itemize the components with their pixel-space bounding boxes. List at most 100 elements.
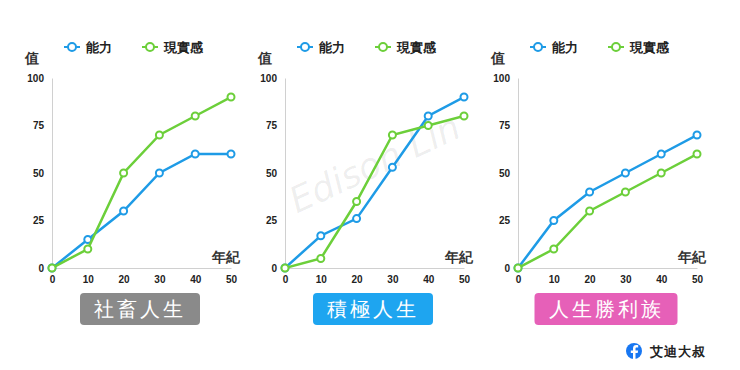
legend-label: 能力 bbox=[552, 40, 578, 55]
panel: 010203040500255075100值年紀能力現實感積極人生 bbox=[257, 40, 474, 325]
point bbox=[425, 113, 432, 120]
point bbox=[192, 151, 199, 158]
point bbox=[120, 208, 127, 215]
tick-label: 30 bbox=[387, 274, 399, 285]
tick: 20 bbox=[585, 268, 597, 285]
tick-label: 0 bbox=[504, 263, 510, 274]
legend-swatch bbox=[379, 43, 387, 51]
x-axis: 01020304050 bbox=[50, 268, 238, 285]
credit-text: 艾迪大叔 bbox=[649, 344, 706, 359]
tick-label: 10 bbox=[83, 274, 95, 285]
x-axis-title: 年紀 bbox=[211, 249, 241, 265]
axis-line bbox=[519, 268, 698, 269]
series-line bbox=[52, 97, 231, 268]
axis-line bbox=[518, 79, 519, 269]
tick-label: 50 bbox=[692, 274, 704, 285]
legend-label: 現實感 bbox=[163, 40, 204, 55]
tick-label: 75 bbox=[33, 120, 45, 131]
point bbox=[461, 113, 468, 120]
title: 社畜人生 bbox=[94, 297, 186, 321]
tick-label: 0 bbox=[38, 263, 44, 274]
point bbox=[658, 151, 665, 158]
point bbox=[586, 208, 593, 215]
title-background bbox=[80, 293, 200, 325]
legend-swatch bbox=[612, 43, 620, 51]
tick-label: 50 bbox=[499, 168, 511, 179]
plot-area bbox=[282, 94, 468, 272]
title: 人生勝利族 bbox=[549, 297, 664, 321]
tick: 20 bbox=[352, 268, 364, 285]
tick-label: 0 bbox=[50, 274, 56, 285]
tick-label: 30 bbox=[620, 274, 632, 285]
panel: 010203040500255075100值年紀能力現實感人生勝利族 bbox=[490, 40, 707, 325]
point bbox=[694, 151, 701, 158]
tick: 50 bbox=[266, 168, 285, 179]
point bbox=[282, 265, 289, 272]
point bbox=[389, 132, 396, 139]
axis-line bbox=[52, 79, 53, 269]
series-line bbox=[285, 116, 464, 268]
point bbox=[586, 189, 593, 196]
point bbox=[622, 170, 629, 177]
tick: 50 bbox=[459, 268, 471, 285]
tick-label: 75 bbox=[266, 120, 278, 131]
legend-item: 能力 bbox=[297, 40, 345, 55]
title-box: 人生勝利族 bbox=[535, 293, 678, 325]
tick: 10 bbox=[316, 268, 328, 285]
tick-label: 50 bbox=[459, 274, 471, 285]
facebook-icon bbox=[626, 343, 642, 359]
point bbox=[192, 113, 199, 120]
tick-label: 50 bbox=[33, 168, 45, 179]
series-line bbox=[518, 135, 697, 268]
legend-item: 現實感 bbox=[608, 40, 670, 55]
legend-swatch bbox=[68, 43, 76, 51]
point bbox=[317, 255, 324, 262]
y-axis-title: 值 bbox=[257, 50, 272, 66]
y-axis-title: 值 bbox=[490, 50, 505, 66]
point bbox=[84, 246, 91, 253]
point bbox=[550, 246, 557, 253]
x-axis-title: 年紀 bbox=[677, 249, 707, 265]
plot-area bbox=[49, 94, 235, 272]
legend-item: 能力 bbox=[64, 40, 112, 55]
legend-label: 能力 bbox=[86, 40, 112, 55]
title-background bbox=[535, 293, 678, 325]
tick-label: 100 bbox=[493, 73, 510, 84]
tick: 75 bbox=[266, 120, 285, 131]
tick-label: 40 bbox=[423, 274, 435, 285]
tick: 75 bbox=[33, 120, 52, 131]
point bbox=[228, 151, 235, 158]
legend: 能力現實感 bbox=[297, 40, 437, 55]
legend-swatch bbox=[534, 43, 542, 51]
tick: 50 bbox=[33, 168, 52, 179]
point bbox=[353, 198, 360, 205]
canvas: Edison Lin010203040500255075100值年紀能力現實感社… bbox=[0, 0, 740, 370]
tick: 40 bbox=[423, 268, 435, 285]
tick: 25 bbox=[499, 215, 518, 226]
tick-label: 25 bbox=[266, 215, 278, 226]
point bbox=[228, 94, 235, 101]
point bbox=[156, 170, 163, 177]
legend-label: 能力 bbox=[319, 40, 345, 55]
tick: 50 bbox=[226, 268, 238, 285]
tick-label: 50 bbox=[226, 274, 238, 285]
x-axis-title: 年紀 bbox=[444, 249, 474, 265]
axis-line bbox=[286, 268, 465, 269]
tick: 10 bbox=[549, 268, 561, 285]
facebook-glyph bbox=[631, 345, 638, 359]
point bbox=[317, 232, 324, 239]
tick-label: 100 bbox=[260, 73, 277, 84]
point bbox=[389, 164, 396, 171]
series-line bbox=[52, 154, 231, 268]
point bbox=[425, 122, 432, 129]
point bbox=[120, 170, 127, 177]
legend: 能力 現實感 bbox=[64, 40, 204, 55]
tick: 30 bbox=[387, 268, 399, 285]
tick-label: 100 bbox=[27, 73, 44, 84]
point bbox=[461, 94, 468, 101]
tick-label: 0 bbox=[283, 274, 289, 285]
tick: 50 bbox=[499, 168, 518, 179]
tick: 10 bbox=[83, 268, 95, 285]
panel: 010203040500255075100值年紀能力現實感社畜人生 bbox=[24, 40, 241, 325]
tick-label: 25 bbox=[33, 215, 45, 226]
